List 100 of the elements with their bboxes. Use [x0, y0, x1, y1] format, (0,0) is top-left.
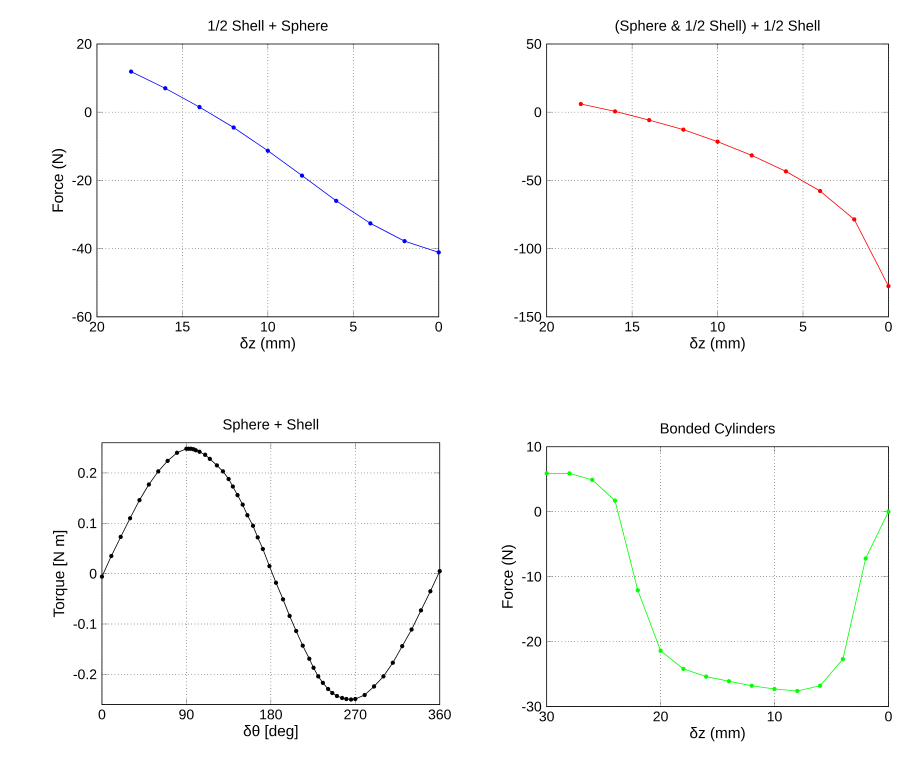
point: [307, 656, 312, 662]
point: [784, 169, 788, 174]
point: [165, 458, 170, 464]
chart-title: Sphere + Shell: [223, 419, 318, 433]
x-tick-label: 0: [885, 712, 892, 722]
point: [330, 691, 334, 696]
point: [326, 687, 330, 692]
point: [726, 679, 732, 684]
point: [232, 126, 236, 130]
point: [300, 644, 305, 648]
point: [340, 696, 344, 700]
point: [681, 666, 686, 672]
point: [260, 547, 265, 552]
point: [636, 588, 640, 593]
point: [137, 498, 142, 502]
y-tick-label: -60: [72, 312, 92, 322]
x-tick-label: 90: [179, 710, 194, 720]
point: [567, 471, 572, 476]
point: [320, 681, 326, 686]
point: [287, 614, 292, 618]
y-tick-label: 0: [534, 506, 542, 517]
y-tick-label: 0: [90, 568, 96, 579]
point: [156, 470, 160, 474]
point: [818, 684, 822, 688]
point: [715, 140, 720, 144]
point: [197, 105, 202, 110]
point: [250, 524, 256, 528]
point: [109, 554, 114, 558]
y-tick-label: 0.2: [78, 468, 96, 478]
point: [372, 684, 376, 689]
point: [348, 698, 354, 702]
point: [267, 564, 272, 568]
x-tick-label: 10: [261, 322, 276, 332]
point: [381, 674, 386, 679]
point: [280, 597, 286, 602]
point: [818, 189, 822, 194]
point: [438, 569, 442, 574]
y-tick-label: -150: [514, 312, 542, 322]
point: [146, 482, 151, 487]
point: [647, 118, 652, 122]
y-axis-title: Torque [N m]: [53, 531, 68, 618]
point: [316, 674, 320, 679]
point: [266, 148, 270, 154]
point: [197, 450, 202, 454]
y-tick-label: -30: [522, 702, 542, 712]
point: [208, 456, 212, 462]
point: [368, 221, 372, 226]
point: [578, 102, 583, 106]
y-tick-label: 0: [534, 107, 542, 118]
point: [235, 493, 240, 498]
point: [245, 513, 250, 518]
point: [409, 628, 414, 632]
point: [100, 574, 104, 580]
x-tick-label: 5: [800, 322, 806, 332]
point: [274, 580, 278, 586]
x-axis-title: δz (mm): [690, 337, 745, 352]
y-axis-title: Force (N): [52, 149, 66, 212]
point: [852, 217, 856, 222]
point: [612, 109, 618, 114]
point: [612, 498, 618, 504]
point: [436, 250, 441, 255]
x-tick-label: 15: [176, 322, 190, 332]
point: [128, 70, 134, 74]
point: [390, 660, 395, 666]
x-tick-label: 0: [435, 322, 442, 332]
point: [344, 697, 349, 702]
chart-title: 1/2 Shell + Sphere: [208, 20, 328, 34]
point: [163, 86, 168, 91]
y-tick-label: -40: [72, 244, 92, 254]
point: [226, 477, 231, 482]
y-tick-label: 20: [77, 39, 92, 50]
y-tick-label: -20: [522, 636, 542, 647]
point: [128, 516, 132, 521]
point: [334, 198, 338, 204]
x-axis-title: δz (mm): [690, 727, 745, 742]
y-tick-label: -0.1: [74, 619, 96, 630]
point: [402, 239, 407, 244]
point: [400, 644, 404, 649]
point: [681, 128, 686, 132]
point: [886, 510, 891, 514]
y-tick-label: 0: [84, 107, 92, 118]
point: [220, 470, 226, 474]
y-tick-label: 50: [526, 39, 542, 50]
point: [886, 284, 891, 288]
point: [772, 687, 777, 692]
point: [544, 471, 549, 476]
point: [428, 589, 432, 594]
point: [590, 478, 594, 482]
point: [864, 556, 868, 561]
point: [840, 657, 846, 662]
x-tick-label: 15: [625, 322, 640, 332]
point: [353, 697, 358, 702]
x-tick-label: 0: [98, 710, 106, 720]
x-tick-label: 10: [768, 712, 782, 722]
x-tick-label: 180: [260, 710, 282, 720]
point: [240, 502, 245, 508]
point: [214, 463, 220, 468]
y-tick-label: -100: [514, 244, 542, 254]
point: [418, 608, 424, 613]
y-axis-title: Force (N): [502, 545, 516, 608]
